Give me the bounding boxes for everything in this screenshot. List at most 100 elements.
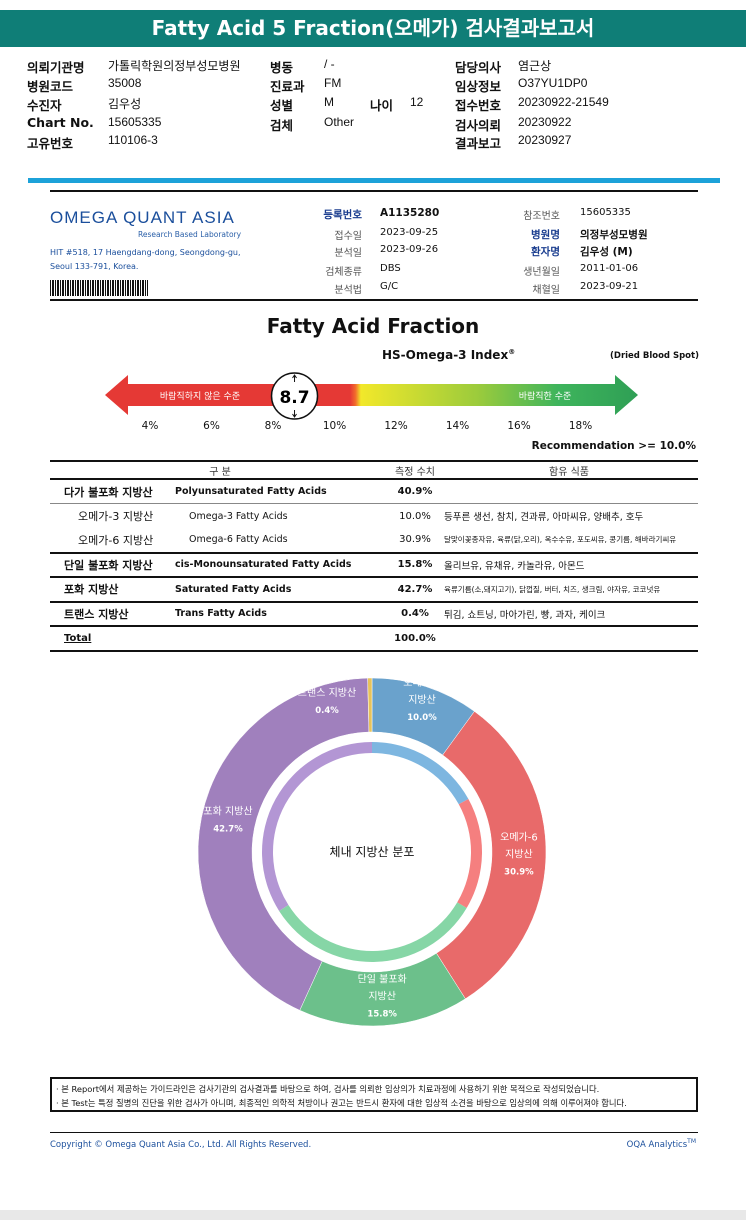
lab-logo: OMEGA QUANT ASIA xyxy=(50,208,235,227)
report-title: Fatty Acid 5 Fraction(오메가) 검사결과보고서 xyxy=(0,10,746,47)
omega3-index-bar: 바람직하지 않은 수준 바람직한 수준 8.7 xyxy=(105,372,638,420)
header-label: 임상정보 xyxy=(455,79,502,94)
disclaimer-line: · 본 Test는 특정 질병의 진단을 위한 검사가 아니며, 최종적인 의학… xyxy=(56,1098,627,1108)
header-label: 병원코드 xyxy=(27,79,74,94)
donut-slice xyxy=(436,711,547,1000)
slice-label: 지방산 xyxy=(505,849,533,861)
acid-name-en: Omega-3 Fatty Acids xyxy=(175,503,390,528)
divider xyxy=(50,1132,698,1133)
registered-mark: ® xyxy=(508,348,516,356)
header-value: 염근상 xyxy=(518,59,552,73)
header-label: 접수번호 xyxy=(455,98,502,113)
info-value: 2023-09-25 xyxy=(380,227,439,238)
header-value: M xyxy=(324,95,334,109)
table-row: 단일 불포화 지방산 cis-Monounsaturated Fatty Acid… xyxy=(50,551,698,577)
divider xyxy=(50,190,698,192)
column-header: 함유 식품 xyxy=(549,466,589,478)
food-sources xyxy=(440,478,698,504)
food-sources: 등푸른 생선, 참치, 견과류, 아마씨유, 양배추, 호두 xyxy=(440,503,698,528)
info-value: G/C xyxy=(380,281,399,292)
info-value: 2023-09-21 xyxy=(580,281,639,292)
info-label: 환자명 xyxy=(531,246,560,258)
header-value: 35008 xyxy=(108,76,142,90)
measured-value: 10.0% xyxy=(390,503,440,528)
brand-name: OQA Analytics xyxy=(626,1139,688,1150)
info-label: 분석일 xyxy=(334,248,362,259)
acid-name-en: cis-Monounsaturated Fatty Acids xyxy=(175,551,390,577)
food-sources: 달맞이꽃종자유, 육류(닭,오리), 옥수수유, 포도씨유, 콩기름, 해바라기… xyxy=(444,535,677,545)
slice-label: 포화 지방산 xyxy=(203,806,252,818)
divider xyxy=(50,299,698,301)
header-value: 20230922-21549 xyxy=(518,95,609,109)
header-label: 결과보고 xyxy=(455,136,502,151)
inner-ring-segment xyxy=(457,799,482,908)
index-tick: 8% xyxy=(264,420,282,432)
header-value: 20230922 xyxy=(518,115,572,129)
measured-value: 40.9% xyxy=(390,478,440,504)
table-row: 포화 지방산 Saturated Fatty Acids 42.7% 육류기름(소,돼… xyxy=(50,576,698,602)
header-value: 가톨릭학원의정부성모병원 xyxy=(108,59,241,73)
slice-label: 지방산 xyxy=(368,991,396,1003)
column-header: 구 분 xyxy=(209,466,231,478)
barcode xyxy=(50,280,148,296)
slice-percent: 0.4% xyxy=(315,706,339,716)
index-tick: 18% xyxy=(568,420,593,432)
donut-slice xyxy=(367,677,373,733)
section-title: Fatty Acid Fraction xyxy=(266,314,480,338)
info-value: 김우성 (M) xyxy=(580,246,633,258)
header-label: Chart No. xyxy=(27,115,94,130)
header-label: 검체 xyxy=(270,118,294,133)
acid-name-en: Polyunsaturated Fatty Acids xyxy=(175,478,390,504)
donut-center-title: 체내 지방산 분포 xyxy=(330,845,415,859)
total-row: Total 100.0% xyxy=(50,625,698,651)
trademark: TM xyxy=(687,1138,696,1145)
total-label: Total xyxy=(50,625,175,651)
header-value: 15605335 xyxy=(108,115,162,129)
header-label: 담당의사 xyxy=(455,60,502,75)
disclaimer-box: · 본 Report에서 제공하는 가이드라인은 검사기관의 검사결과를 바탕으… xyxy=(50,1077,698,1112)
disclaimer-line: · 본 Report에서 제공하는 가이드라인은 검사기관의 검사결과를 바탕으… xyxy=(56,1084,600,1094)
page-bottom xyxy=(0,1210,746,1220)
header-value: 110106-3 xyxy=(108,133,158,147)
info-label: 병원명 xyxy=(531,229,560,241)
header-label: 진료과 xyxy=(270,79,305,94)
measured-value: 30.9% xyxy=(399,534,431,546)
total-value: 100.0% xyxy=(390,625,440,651)
measured-value: 0.4% xyxy=(390,600,440,626)
inner-ring-segment xyxy=(279,902,467,962)
index-title: HS-Omega-3 Index® xyxy=(382,348,515,362)
food-sources: 튀김, 쇼트닝, 마아가린, 빵, 과자, 케이크 xyxy=(440,600,698,626)
header-value: 김우성 xyxy=(108,97,142,111)
header-value: FM xyxy=(324,76,342,90)
info-label: 접수일 xyxy=(334,231,362,242)
header-label: 병동 xyxy=(270,60,294,75)
acid-name-en: Trans Fatty Acids xyxy=(175,600,390,626)
slice-label: 오메가-6 xyxy=(500,832,538,844)
index-tick: 10% xyxy=(322,420,347,432)
info-label: 참조번호 xyxy=(523,211,560,222)
info-value: A1135280 xyxy=(380,207,440,219)
table-row: 다가 불포화 지방산 Polyunsaturated Fatty Acids 40.… xyxy=(50,478,698,504)
donut-slice xyxy=(197,677,370,1011)
acid-name-ko: 다가 불포화 지방산 xyxy=(50,478,175,504)
divider xyxy=(28,178,720,183)
index-tick: 14% xyxy=(445,420,470,432)
info-value: 2023-09-26 xyxy=(380,244,439,255)
age-value: 12 xyxy=(410,95,424,109)
header-label: 의뢰기관명 xyxy=(27,60,85,75)
index-tick: 12% xyxy=(384,420,408,432)
info-value: DBS xyxy=(380,263,401,274)
recommendation: Recommendation >= 10.0% xyxy=(531,440,696,452)
header-value: 20230927 xyxy=(518,133,572,147)
header-value: Other xyxy=(324,115,355,129)
column-header: 측정 수치 xyxy=(395,466,435,478)
acid-name-ko: 포화 지방산 xyxy=(50,576,175,602)
lab-tagline: Research Based Laboratory xyxy=(138,230,242,239)
info-value: 2011-01-06 xyxy=(580,263,639,274)
food-sources: 육류기름(소,돼지고기), 닭껍질, 버터, 치즈, 생크림, 야자유, 코코넛… xyxy=(440,576,698,602)
lab-address: HIT #518, 17 Haengdang-dong, Seongdong-g… xyxy=(50,248,241,257)
measured-value: 42.7% xyxy=(390,576,440,602)
info-label: 채혈일 xyxy=(532,285,560,296)
index-tick: 4% xyxy=(141,420,159,432)
good-level-label: 바람직한 수준 xyxy=(519,390,572,402)
